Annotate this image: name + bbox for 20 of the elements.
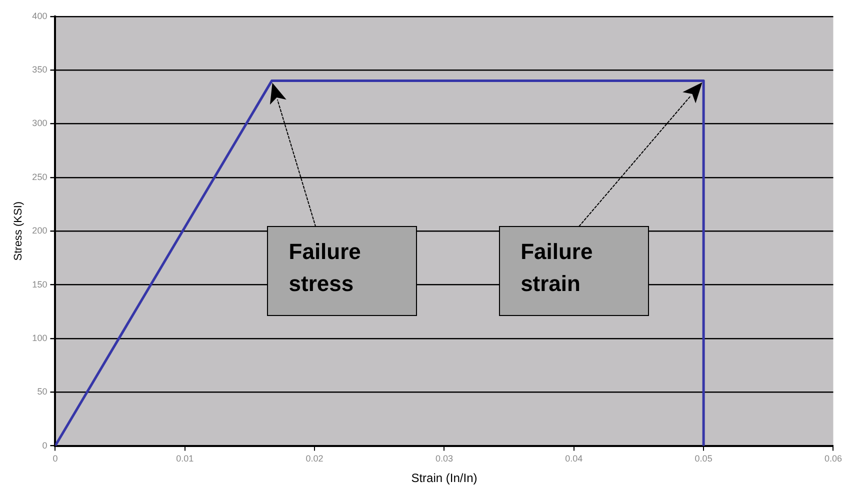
x-tick-label: 0.02 xyxy=(306,454,324,464)
y-tick-label: 150 xyxy=(32,279,48,290)
x-tick-label: 0.05 xyxy=(694,454,712,464)
y-tick-label: 350 xyxy=(32,64,48,75)
x-tick-label: 0 xyxy=(52,454,58,464)
y-tick-label: 0 xyxy=(42,440,48,450)
y-tick-label: 50 xyxy=(37,386,48,397)
annotation: Failure strain xyxy=(520,238,594,298)
y-tick-label: 300 xyxy=(32,118,48,128)
x-tick-label: 0.04 xyxy=(565,454,583,464)
x-tick-label: 0.03 xyxy=(435,454,453,464)
x-axis-title: Strain (In/In) xyxy=(411,471,478,486)
y-axis-title: Stress (KSI) xyxy=(12,201,25,261)
x-tick-label: 0.01 xyxy=(176,454,194,464)
y-tick-label: 400 xyxy=(32,10,48,21)
annotation: Failure stress xyxy=(288,238,362,298)
x-tick-label: 0.06 xyxy=(824,454,842,464)
y-tick-label: 250 xyxy=(32,172,48,182)
y-tick-label: 200 xyxy=(32,226,48,236)
y-tick-label: 100 xyxy=(32,332,48,343)
